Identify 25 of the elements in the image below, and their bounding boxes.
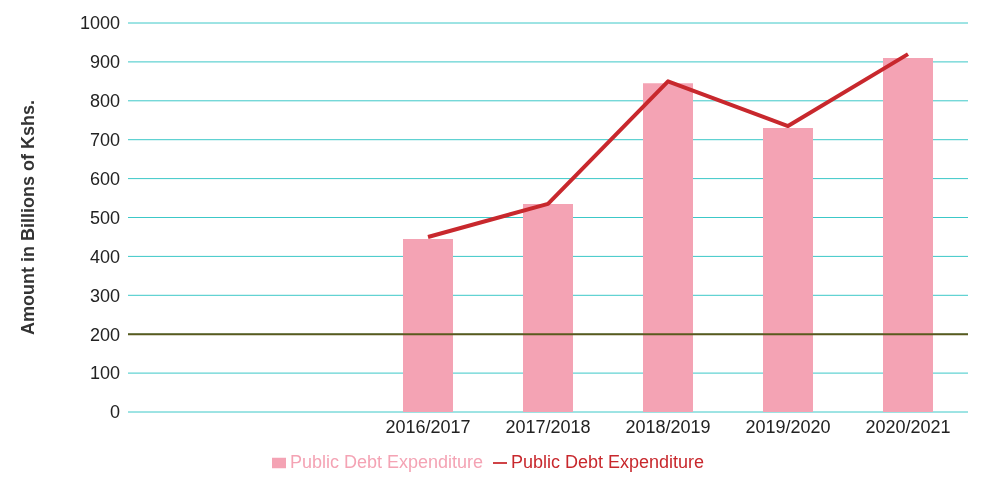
y-tick-label: 500 <box>89 207 120 228</box>
y-axis-title: Amount in Billions of Kshs. <box>18 100 39 335</box>
y-tick-label: 0 <box>109 402 120 423</box>
y-tick-label: 300 <box>89 285 120 306</box>
legend-label: Public Debt Expenditure <box>511 452 705 472</box>
bar <box>883 58 933 412</box>
y-tick-label: 800 <box>89 91 120 112</box>
y-tick-label: 700 <box>89 130 120 151</box>
y-tick-label: 900 <box>89 52 120 73</box>
y-tick-label: 200 <box>89 324 120 345</box>
legend-label: Public Debt Expenditure <box>289 452 483 472</box>
bar <box>403 238 453 412</box>
y-tick-label: 400 <box>89 246 120 267</box>
y-tick-label: 100 <box>89 363 120 384</box>
y-tick-label: 1000 <box>79 13 120 34</box>
x-tick-label: 2019/2020 <box>745 416 831 437</box>
bar <box>643 83 693 412</box>
x-tick-label: 2016/2017 <box>385 416 471 437</box>
y-tick-label: 600 <box>89 168 120 189</box>
x-tick-label: 2017/2018 <box>505 416 591 437</box>
bar <box>763 128 813 412</box>
bar <box>523 203 573 412</box>
x-tick-label: 2018/2019 <box>625 416 711 437</box>
x-tick-label: 2020/2021 <box>865 416 951 437</box>
line-series <box>426 52 910 239</box>
